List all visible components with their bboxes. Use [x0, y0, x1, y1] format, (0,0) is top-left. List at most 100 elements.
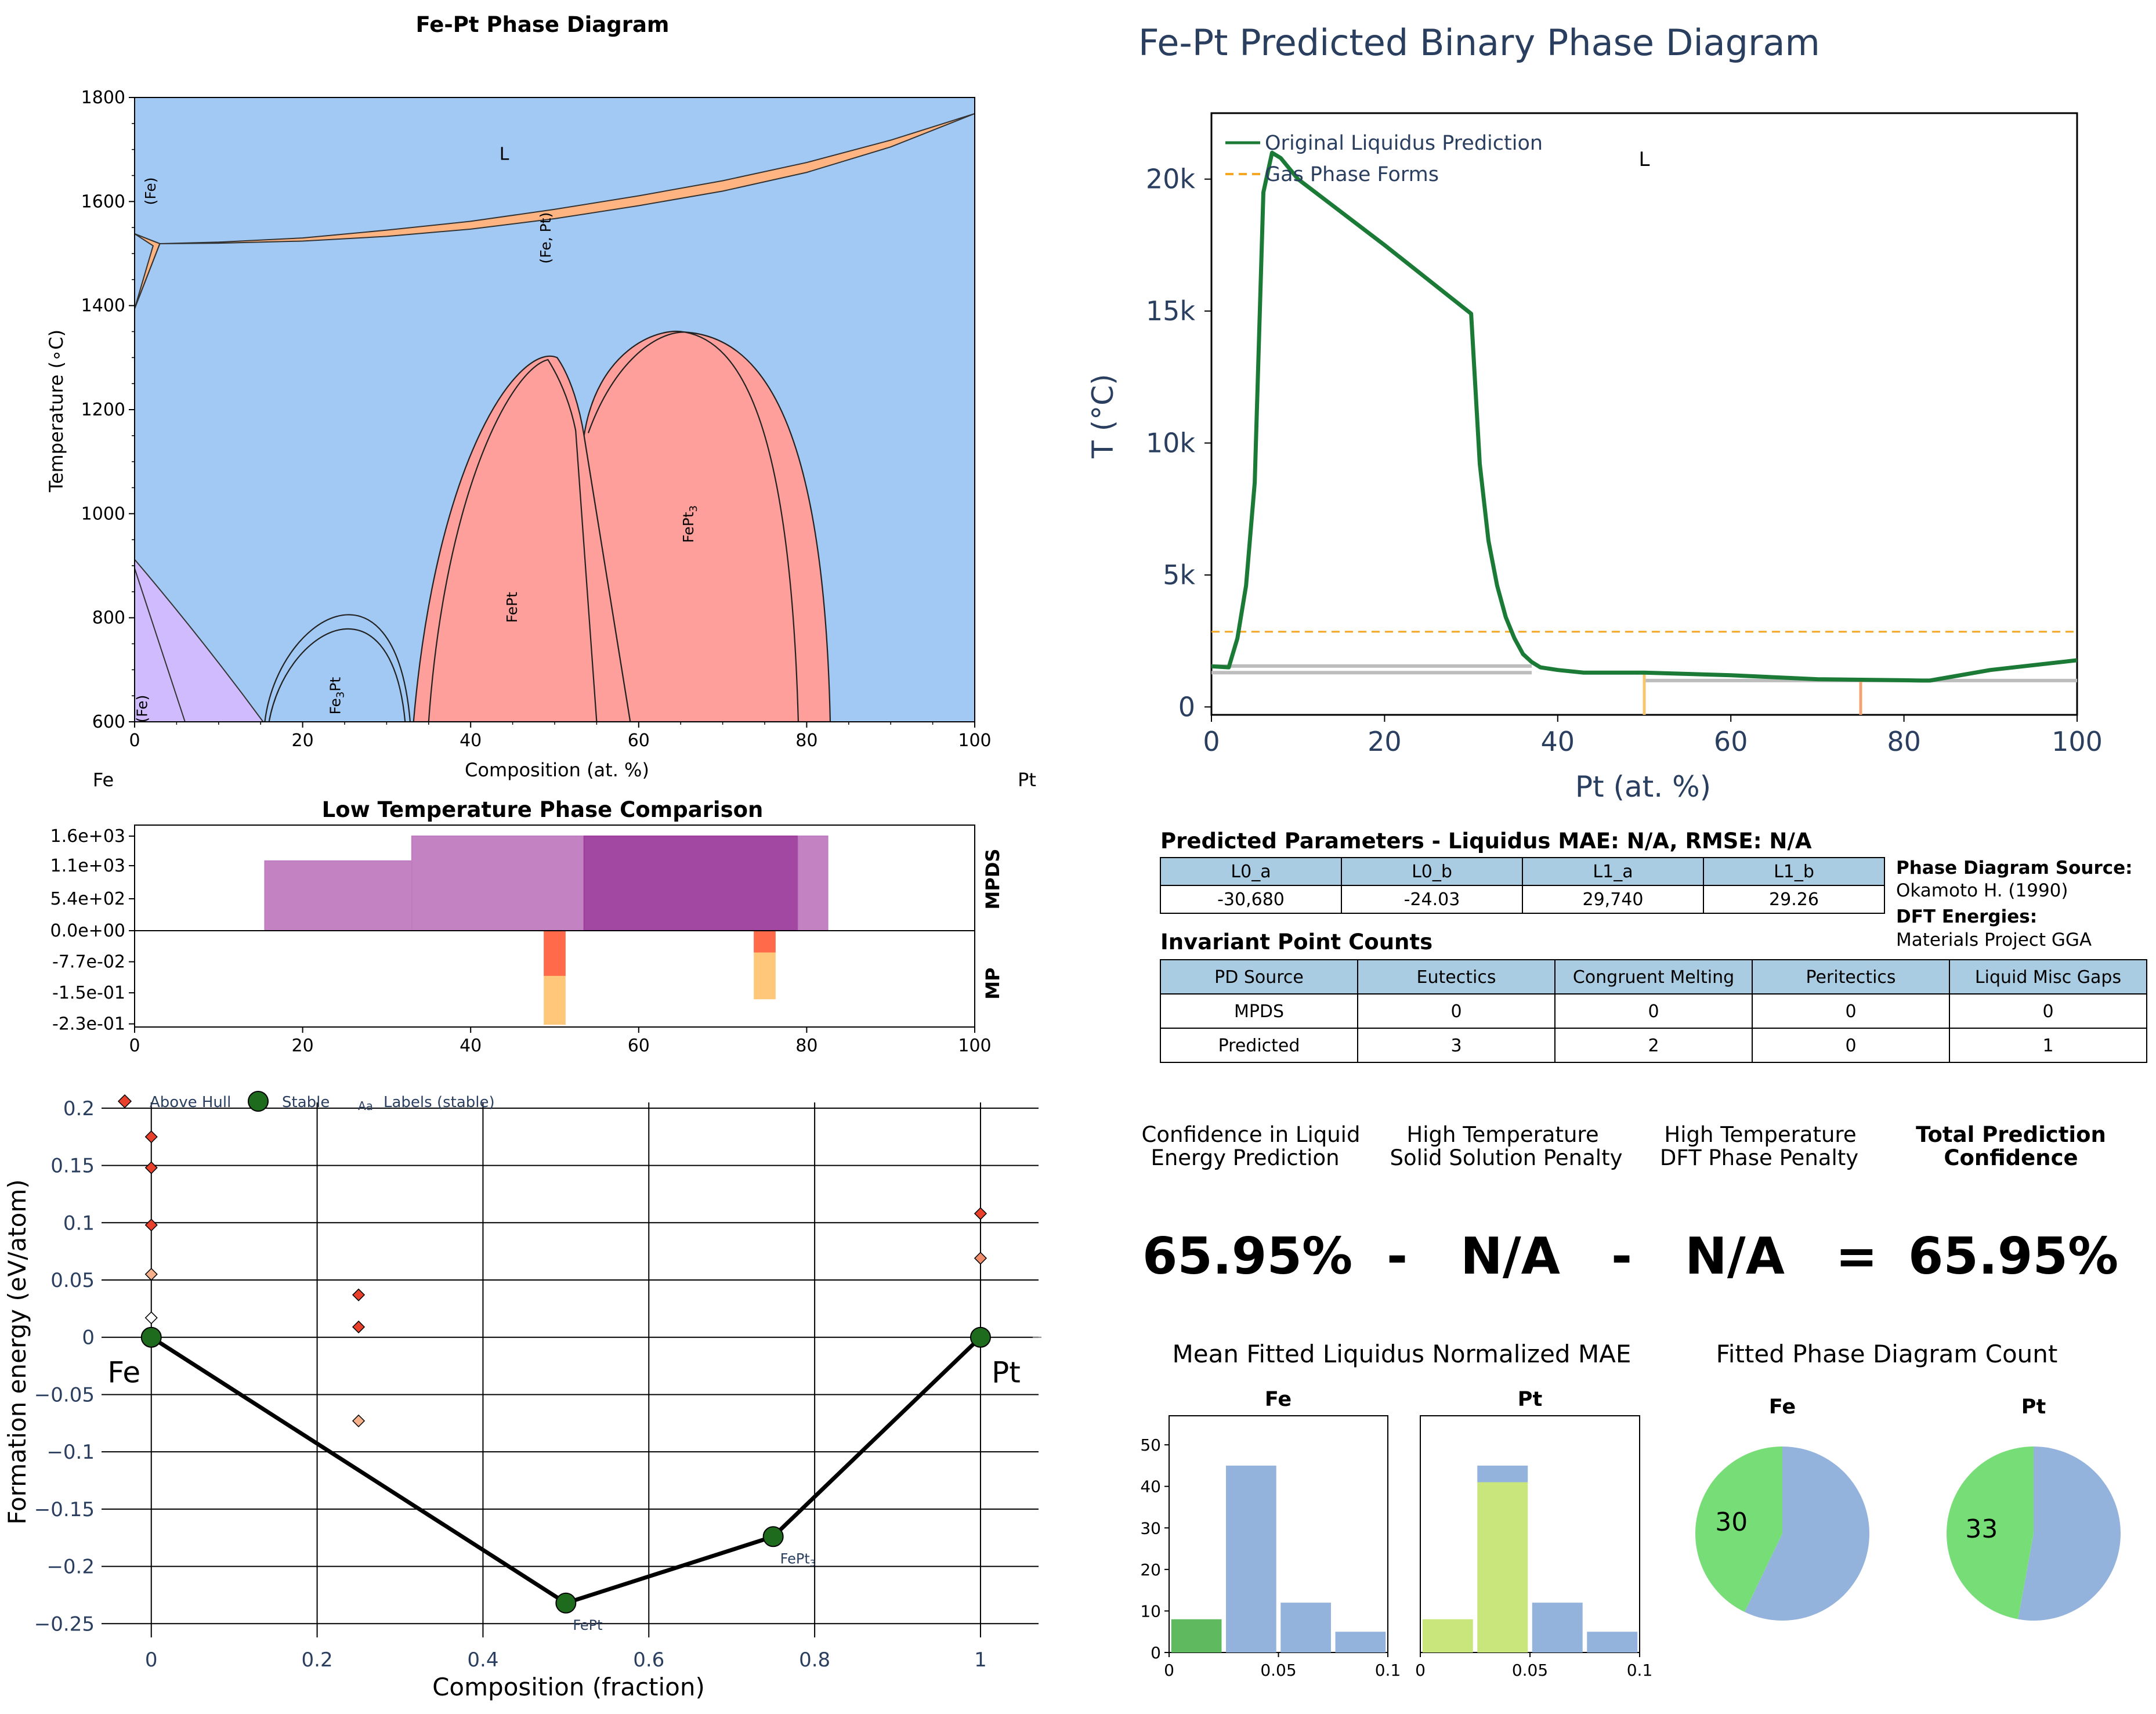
- pie-slice: [1695, 1447, 1782, 1612]
- invariants-cell-text: 0: [1450, 1001, 1462, 1022]
- mpds-bar: [583, 836, 799, 931]
- above-hull-point: [974, 1207, 987, 1220]
- pie-slice-label: 33: [1965, 1514, 1998, 1544]
- params-header-cell: [1703, 857, 1885, 886]
- confidence-value-ss-penalty: N/A: [1460, 1227, 1560, 1286]
- invariants-cell-text: 0: [1845, 1001, 1856, 1022]
- mpds-bar: [411, 836, 585, 931]
- legend-gas-label: Gas Phase Forms: [1265, 163, 1439, 186]
- above-hull-point: [144, 1130, 158, 1144]
- x-tick-label: 0: [129, 731, 140, 751]
- x-tick-label: 40: [460, 731, 482, 751]
- hist-bar: [1477, 1465, 1528, 1482]
- y-tick-label: 1.6e+03: [50, 826, 125, 847]
- x-tick-label: 0: [1203, 726, 1220, 757]
- phase-diagram-title: Fe-Pt Phase Diagram: [416, 12, 670, 37]
- row-label-mpds: MPDS: [982, 849, 1004, 910]
- legend-stable-marker: [248, 1091, 269, 1112]
- y-tick-label: 1400: [81, 296, 125, 316]
- parameters-title: Predicted Parameters - Liquidus MAE: N/A…: [1160, 829, 1812, 854]
- x-tick-label: 0.4: [467, 1648, 498, 1672]
- invariants-cell-text: 3: [1450, 1036, 1462, 1056]
- stable-point: [140, 1326, 162, 1348]
- liquidus-prediction-line: [1211, 150, 2077, 683]
- x-tick-label: 0: [129, 1036, 140, 1056]
- confidence-heading-2b: Solid Solution Penalty: [1390, 1145, 1623, 1170]
- mae-pt-title: Pt: [1518, 1388, 1542, 1411]
- fept-inner-boundary: [428, 359, 598, 722]
- confidence-operator-1: -: [1387, 1227, 1408, 1286]
- fit-stats-plots: 0 0.05 0.1 0 10 20 30 40 50 0 0.05 0.1 30 33: [1140, 1415, 2121, 1680]
- invariants-cell-text: Predicted: [1218, 1036, 1300, 1056]
- stable-label-part: FePt: [573, 1617, 602, 1633]
- liquid-solid-band: [135, 113, 975, 244]
- x-tick-label: 100: [958, 1036, 991, 1056]
- x-tick-label: 0.1: [1627, 1661, 1653, 1680]
- stable-compound-label: FePt: [573, 1617, 602, 1633]
- invariants-header-cell: [1752, 959, 1950, 995]
- hist-bar: [1532, 1603, 1583, 1652]
- invariants-header-text: PD Source: [1214, 967, 1304, 988]
- stable-point: [970, 1326, 991, 1348]
- mpds-bar: [264, 860, 413, 931]
- low-temp-comparison-panel: Low Temperature Phase Comparison 1.6e+03…: [50, 797, 1004, 1056]
- hist-bar: [1280, 1603, 1331, 1652]
- y-tick-label: 10: [1140, 1601, 1161, 1621]
- phase-diagram-right-element: Pt: [1018, 769, 1036, 791]
- low-temp-title: Low Temperature Phase Comparison: [322, 797, 764, 822]
- pie-pt-title: Pt: [2021, 1395, 2046, 1419]
- invariants-cell: [1357, 993, 1555, 1029]
- phase-label: (Fe): [134, 695, 151, 723]
- params-header-text: L1_b: [1774, 862, 1814, 882]
- x-tick-label: 0: [1164, 1661, 1174, 1680]
- x-tick-label: 0.05: [1260, 1661, 1296, 1680]
- legend-labels-label: Labels (stable): [384, 1094, 495, 1111]
- phase-label-part: Pt: [327, 677, 344, 692]
- invariants-header-text: Congruent Melting: [1573, 967, 1734, 988]
- above-hull-point: [144, 1268, 158, 1281]
- legend-above-hull-label: Above Hull: [150, 1094, 231, 1111]
- hist-bar: [1335, 1632, 1386, 1652]
- confidence-heading-3a: High Temperature: [1664, 1122, 1856, 1147]
- params-value-text: -30,680: [1217, 889, 1285, 910]
- invariants-cell-text: 1: [2042, 1036, 2053, 1056]
- x-tick-label: 20: [292, 1036, 314, 1056]
- row-label-mp: MP: [982, 967, 1004, 999]
- liquid-label: L: [1639, 148, 1650, 171]
- y-tick-label: −0.25: [34, 1612, 95, 1636]
- y-tick-label: 1000: [81, 504, 125, 524]
- stable-label-part: FePt: [780, 1550, 810, 1567]
- y-tick-label: 5k: [1163, 559, 1195, 591]
- y-tick-label: 50: [1140, 1435, 1161, 1455]
- invariants-cell: [1949, 1028, 2147, 1063]
- fept-region: [413, 355, 631, 722]
- low-temp-plot-area: 1.6e+03 1.1e+03 5.4e+02 0.0e+00 -7.7e-02 -1.5…: [50, 825, 992, 1056]
- phase-label-part: Fe: [327, 698, 344, 714]
- params-value-cell: [1522, 885, 1704, 914]
- x-tick-label: 0: [1415, 1661, 1426, 1680]
- phase-diagram-xlabel: Composition (at. %): [465, 759, 649, 781]
- y-tick-label: -7.7e-02: [52, 952, 125, 972]
- pie-slice: [1744, 1447, 1870, 1621]
- y-tick-label: 20k: [1146, 164, 1196, 195]
- y-tick-label: 30: [1140, 1518, 1161, 1538]
- invariants-cell: [1357, 1028, 1555, 1063]
- fe3pt-outer-boundary: [264, 614, 411, 722]
- x-tick-label: 0.05: [1512, 1661, 1548, 1680]
- predicted-binary-xlabel: Pt (at. %): [1575, 770, 1711, 804]
- confidence-heading-2a: High Temperature: [1406, 1122, 1598, 1147]
- y-tick-label: 0: [1178, 691, 1195, 722]
- pie-slice: [2018, 1447, 2121, 1621]
- above-hull-point: [144, 1218, 158, 1232]
- params-value-cell: [1341, 885, 1523, 914]
- confidence-value-total: 65.95%: [1908, 1227, 2118, 1286]
- x-tick-label: 0.6: [633, 1648, 664, 1672]
- x-tick-label: 80: [795, 731, 817, 751]
- invariants-header-cell: [1949, 959, 2147, 995]
- phase-label: (Fe, Pt): [537, 212, 554, 264]
- y-tick-label: 1.1e+03: [50, 856, 125, 876]
- x-tick-label: 40: [460, 1036, 482, 1056]
- above-hull-point: [144, 1161, 158, 1174]
- y-tick-label: -1.5e-01: [52, 983, 125, 1003]
